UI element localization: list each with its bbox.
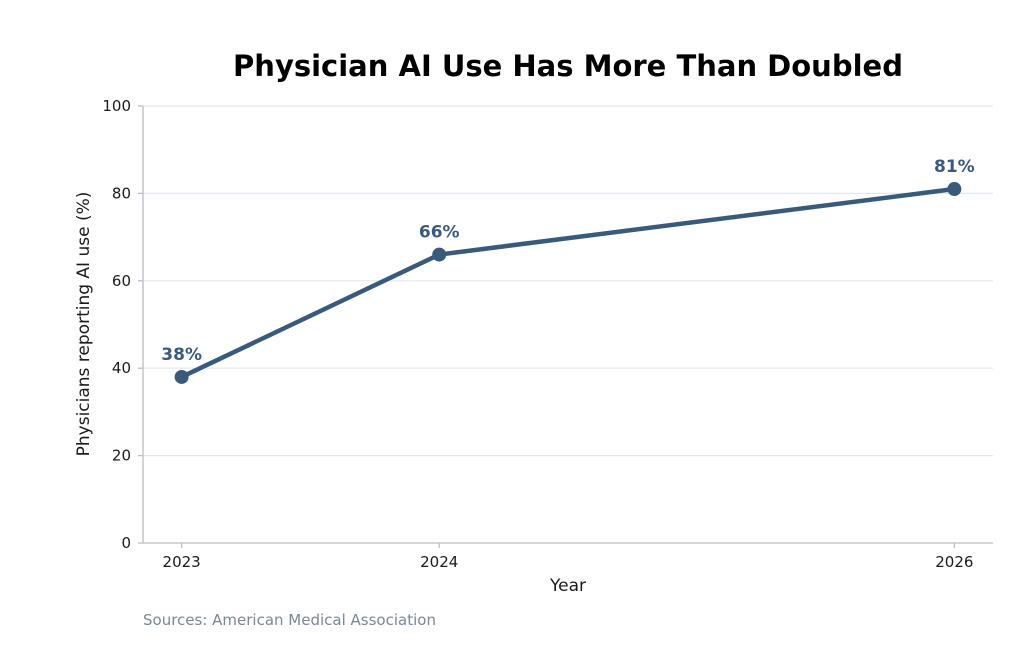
axes: [142, 106, 993, 544]
series: [174, 182, 962, 384]
data-point-2023: [174, 369, 189, 384]
source-note: Sources: American Medical Association: [143, 611, 436, 629]
data-label-2026: 81%: [934, 157, 975, 177]
data-labels: 38% 66% 81%: [161, 157, 974, 365]
series-line: [179, 186, 957, 380]
x-axis-ticks: 2023 2024 2026: [163, 543, 973, 571]
data-point-2024: [432, 247, 447, 262]
y-tick-label: 0: [121, 534, 131, 552]
y-tick-label: 20: [112, 447, 131, 465]
y-tick-label: 80: [112, 184, 131, 202]
chart-title: Physician AI Use Has More Than Doubled: [233, 49, 903, 83]
y-tick-label: 60: [112, 272, 131, 290]
x-tick-label: 2024: [420, 553, 458, 571]
x-tick-label: 2026: [935, 553, 973, 571]
data-label-2023: 38%: [161, 345, 202, 365]
y-tick-label: 40: [112, 359, 131, 377]
x-axis-label: Year: [549, 576, 586, 596]
y-tick-label: 100: [102, 97, 131, 115]
y-axis-label: Physicians reporting AI use (%): [74, 192, 94, 457]
data-label-2024: 66%: [419, 223, 460, 243]
gridlines: [143, 105, 993, 457]
y-axis-ticks: 0 20 40 60 80 100: [102, 97, 143, 552]
x-tick-label: 2023: [163, 553, 201, 571]
data-point-2026: [947, 182, 962, 197]
